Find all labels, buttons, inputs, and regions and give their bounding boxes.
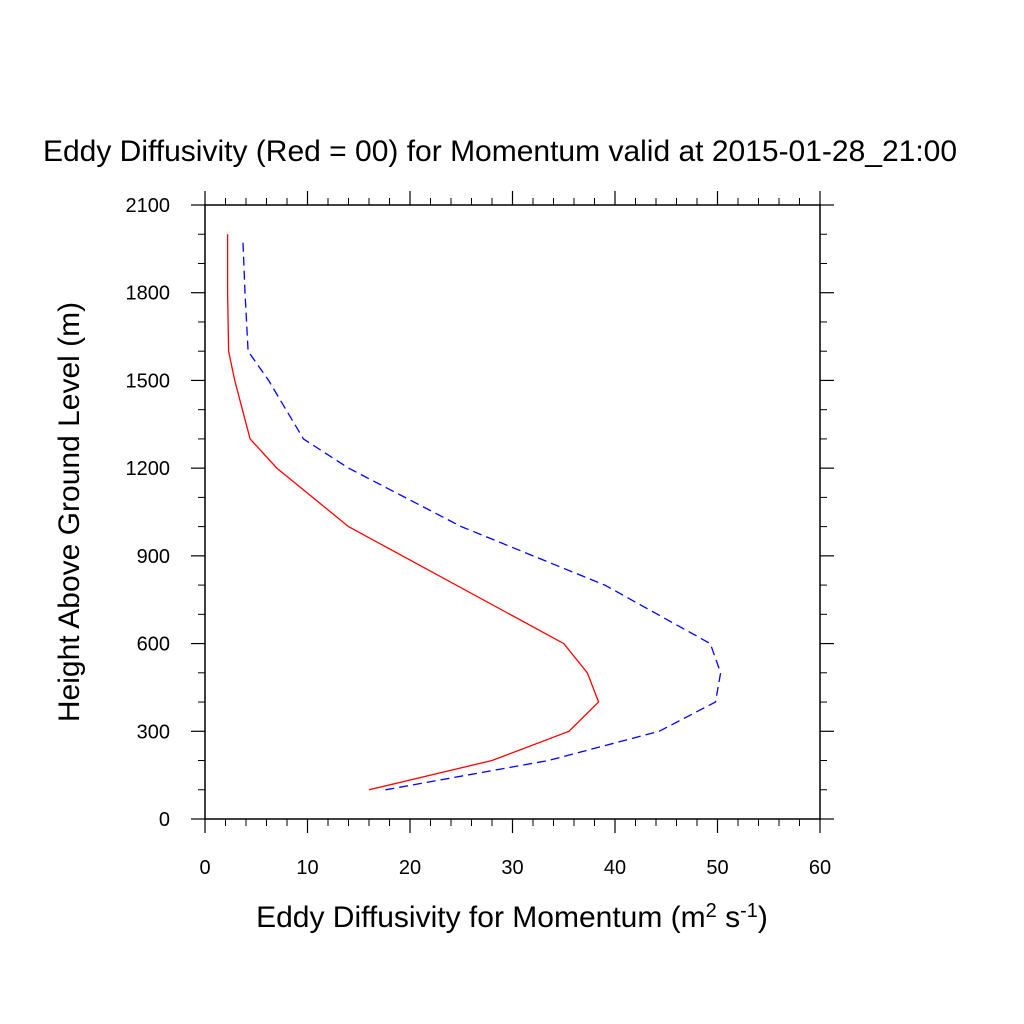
x-tick-label: 20 [399, 857, 421, 879]
y-tick-labels: 0 300 600 900 1200 1500 1800 2100 [126, 195, 171, 831]
y-tick-label: 600 [137, 634, 170, 656]
axis-ticks [191, 191, 834, 833]
y-tick-label: 300 [137, 721, 170, 743]
x-tick-label: 0 [199, 857, 210, 879]
y-tick-label: 900 [137, 546, 170, 568]
x-tick-label: 50 [706, 857, 728, 879]
series-line-1 [226, 234, 600, 791]
y-tick-label: 1500 [126, 370, 171, 392]
x-tick-label: 60 [809, 857, 831, 879]
y-tick-label: 2100 [126, 195, 171, 217]
y-tick-label: 1800 [126, 283, 171, 305]
x-tick-label: 30 [501, 857, 523, 879]
y-tick-label: 1200 [126, 458, 171, 480]
chart-title: Eddy Diffusivity (Red = 00) for Momentum… [43, 135, 957, 168]
series-line-2 [242, 240, 722, 791]
x-tick-labels: 0 10 20 30 40 50 60 [199, 857, 831, 879]
x-tick-label: 40 [604, 857, 626, 879]
y-axis-title: Height Above Ground Level (m) [53, 302, 86, 722]
x-axis-title: Eddy Diffusivity for Momentum (m2 s-1) [256, 900, 768, 934]
x-tick-label: 10 [296, 857, 318, 879]
series-layer [226, 234, 722, 791]
y-tick-label: 0 [159, 809, 170, 831]
plot-frame [204, 204, 821, 820]
